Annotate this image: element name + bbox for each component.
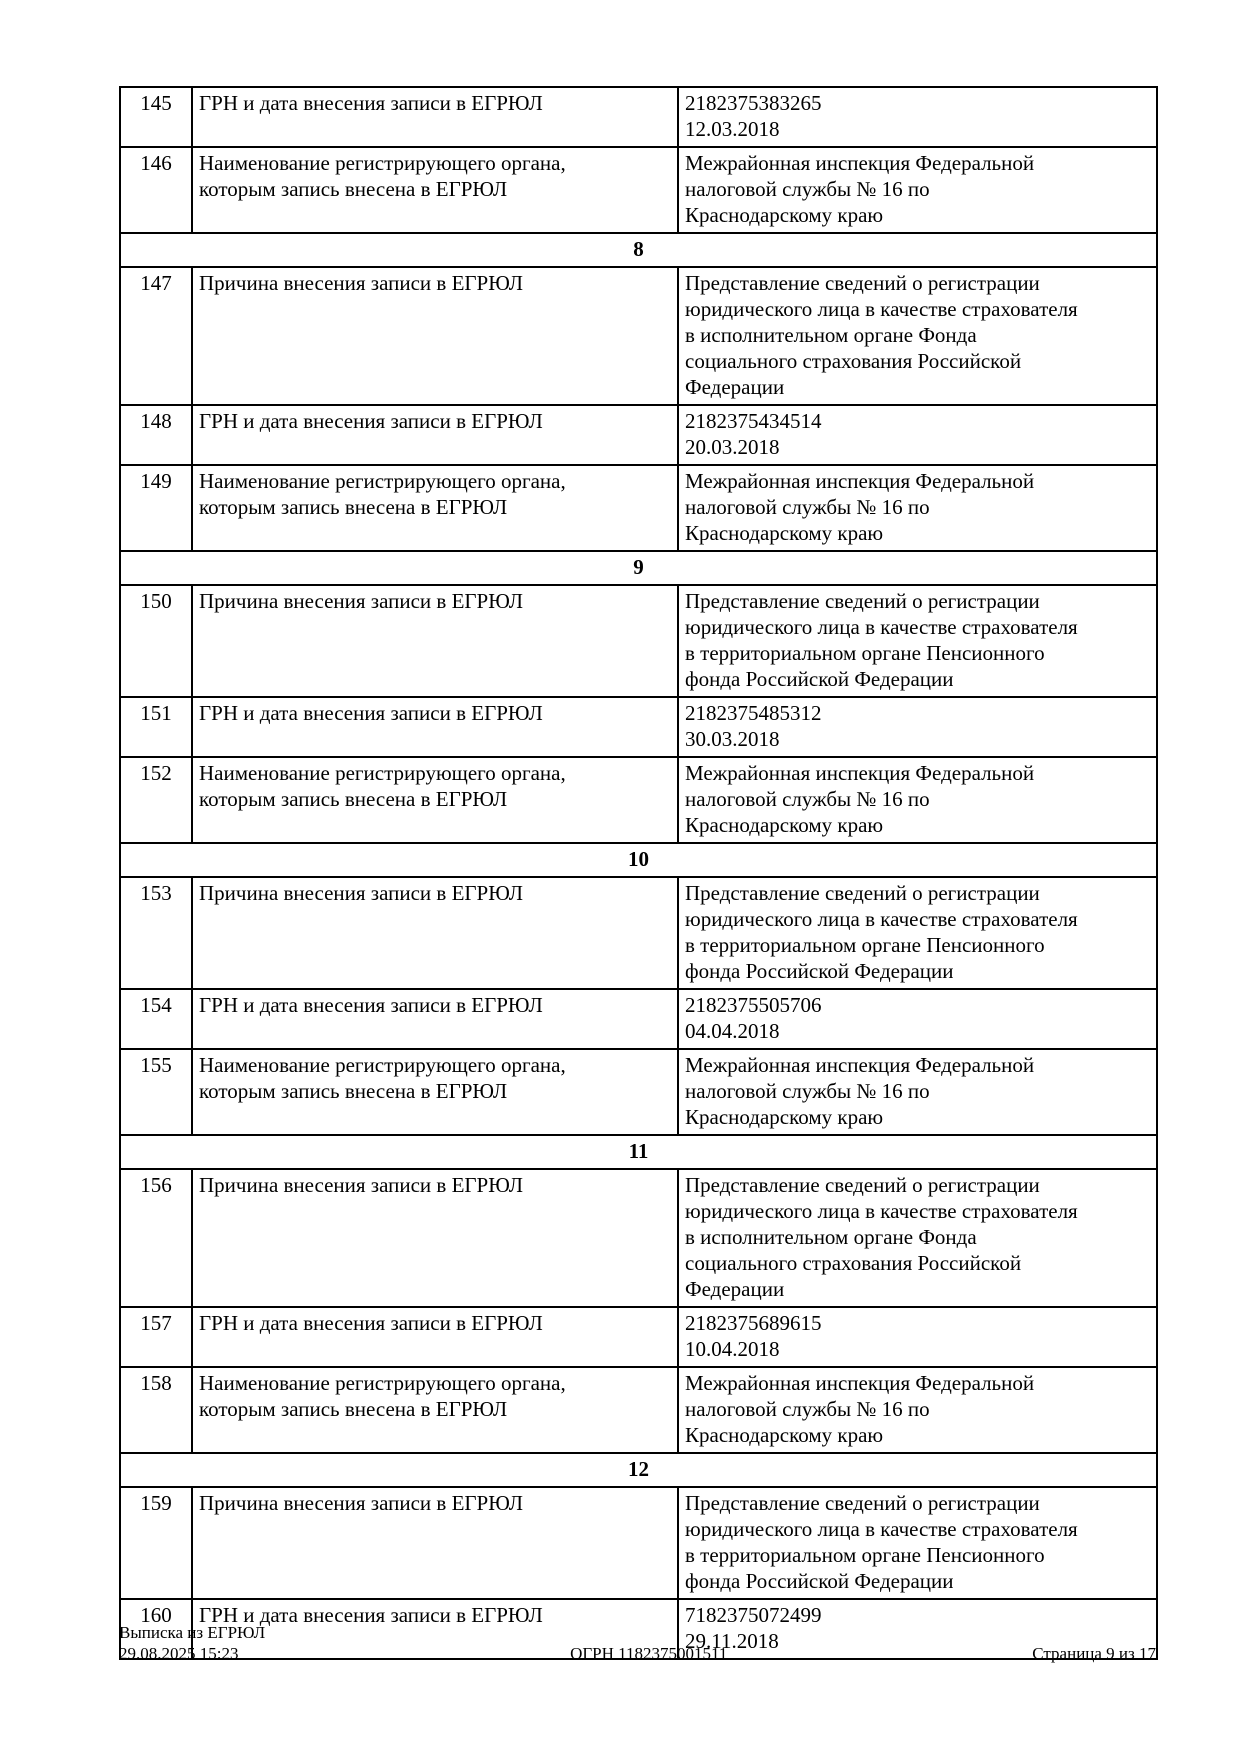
- row-value: 7182375072499 29.11.2018: [677, 1598, 1158, 1660]
- row-label: ГРН и дата внесения записи в ЕГРЮЛ: [191, 988, 679, 1050]
- table-row: 152 Наименование регистрирующего органа, …: [119, 756, 1158, 844]
- row-value: Межрайонная инспекция Федеральной налого…: [677, 1366, 1158, 1454]
- table-row: 148 ГРН и дата внесения записи в ЕГРЮЛ 218…: [119, 404, 1158, 466]
- row-label: Наименование регистрирующего органа, кот…: [191, 1366, 679, 1454]
- row-number: 146: [119, 146, 193, 234]
- page-footer: Выписка из ЕГРЮЛ 29.08.2025 15:23 ОГРН 1…: [119, 1622, 1156, 1664]
- row-number: 160: [119, 1598, 193, 1660]
- row-label: ГРН и дата внесения записи в ЕГРЮЛ: [191, 1598, 679, 1660]
- footer-page-number: Страница 9 из 17: [1032, 1644, 1156, 1663]
- egrul-records-table: 145 ГРН и дата внесения записи в ЕГРЮЛ 218…: [119, 86, 1158, 1660]
- table-row: 159 Причина внесения записи в ЕГРЮЛ Предст…: [119, 1486, 1158, 1600]
- row-number: 154: [119, 988, 193, 1050]
- section-row: 10: [119, 842, 1158, 878]
- row-label: Наименование регистрирующего органа, кот…: [191, 146, 679, 234]
- section-row: 12: [119, 1452, 1158, 1488]
- table-row: 158 Наименование регистрирующего органа, …: [119, 1366, 1158, 1454]
- row-number: 152: [119, 756, 193, 844]
- row-label: ГРН и дата внесения записи в ЕГРЮЛ: [191, 86, 679, 148]
- row-value: Межрайонная инспекция Федеральной налого…: [677, 1048, 1158, 1136]
- row-label: Наименование регистрирующего органа, кот…: [191, 756, 679, 844]
- row-label: Причина внесения записи в ЕГРЮЛ: [191, 1168, 679, 1308]
- row-value: Представление сведений о регистрации юри…: [677, 1486, 1158, 1600]
- table-row: 145 ГРН и дата внесения записи в ЕГРЮЛ 218…: [119, 86, 1158, 148]
- row-value: Межрайонная инспекция Федеральной налого…: [677, 756, 1158, 844]
- section-number: 11: [119, 1134, 1158, 1170]
- row-label: Наименование регистрирующего органа, кот…: [191, 464, 679, 552]
- footer-doc-type: Выписка из ЕГРЮЛ: [119, 1623, 266, 1642]
- row-number: 156: [119, 1168, 193, 1308]
- row-number: 155: [119, 1048, 193, 1136]
- table-row: 160 ГРН и дата внесения записи в ЕГРЮЛ 718…: [119, 1598, 1158, 1660]
- section-row: 11: [119, 1134, 1158, 1170]
- table-row: 151 ГРН и дата внесения записи в ЕГРЮЛ 218…: [119, 696, 1158, 758]
- row-value: Представление сведений о регистрации юри…: [677, 584, 1158, 698]
- row-label: Причина внесения записи в ЕГРЮЛ: [191, 1486, 679, 1600]
- row-value: 2182375383265 12.03.2018: [677, 86, 1158, 148]
- row-number: 150: [119, 584, 193, 698]
- table-row: 150 Причина внесения записи в ЕГРЮЛ Предст…: [119, 584, 1158, 698]
- section-row: 9: [119, 550, 1158, 586]
- section-number: 10: [119, 842, 1158, 878]
- section-row: 8: [119, 232, 1158, 268]
- row-value: Представление сведений о регистрации юри…: [677, 1168, 1158, 1308]
- section-number: 9: [119, 550, 1158, 586]
- row-label: Наименование регистрирующего органа, кот…: [191, 1048, 679, 1136]
- table-row: 157 ГРН и дата внесения записи в ЕГРЮЛ 218…: [119, 1306, 1158, 1368]
- row-value: 2182375689615 10.04.2018: [677, 1306, 1158, 1368]
- row-label: Причина внесения записи в ЕГРЮЛ: [191, 584, 679, 698]
- table-row: 153 Причина внесения записи в ЕГРЮЛ Предст…: [119, 876, 1158, 990]
- row-label: ГРН и дата внесения записи в ЕГРЮЛ: [191, 404, 679, 466]
- footer-ogrn: ОГРН 1182375001511: [570, 1644, 728, 1663]
- footer-doc-info: Выписка из ЕГРЮЛ 29.08.2025 15:23: [119, 1622, 265, 1664]
- section-number: 12: [119, 1452, 1158, 1488]
- row-label: ГРН и дата внесения записи в ЕГРЮЛ: [191, 1306, 679, 1368]
- row-value: Представление сведений о регистрации юри…: [677, 876, 1158, 990]
- table-row: 149 Наименование регистрирующего органа, …: [119, 464, 1158, 552]
- row-number: 159: [119, 1486, 193, 1600]
- table-row: 156 Причина внесения записи в ЕГРЮЛ Предст…: [119, 1168, 1158, 1308]
- row-number: 145: [119, 86, 193, 148]
- row-value: 2182375434514 20.03.2018: [677, 404, 1158, 466]
- row-number: 147: [119, 266, 193, 406]
- row-number: 149: [119, 464, 193, 552]
- section-number: 8: [119, 232, 1158, 268]
- row-label: ГРН и дата внесения записи в ЕГРЮЛ: [191, 696, 679, 758]
- row-number: 157: [119, 1306, 193, 1368]
- row-value: 2182375485312 30.03.2018: [677, 696, 1158, 758]
- row-value: Межрайонная инспекция Федеральной налого…: [677, 464, 1158, 552]
- row-number: 148: [119, 404, 193, 466]
- row-value: Представление сведений о регистрации юри…: [677, 266, 1158, 406]
- footer-timestamp: 29.08.2025 15:23: [119, 1644, 239, 1663]
- row-number: 158: [119, 1366, 193, 1454]
- row-label: Причина внесения записи в ЕГРЮЛ: [191, 876, 679, 990]
- table-row: 146 Наименование регистрирующего органа, …: [119, 146, 1158, 234]
- row-number: 151: [119, 696, 193, 758]
- row-value: Межрайонная инспекция Федеральной налого…: [677, 146, 1158, 234]
- table-row: 155 Наименование регистрирующего органа, …: [119, 1048, 1158, 1136]
- table-row: 154 ГРН и дата внесения записи в ЕГРЮЛ 218…: [119, 988, 1158, 1050]
- row-number: 153: [119, 876, 193, 990]
- egrul-table-body: 145 ГРН и дата внесения записи в ЕГРЮЛ 218…: [119, 86, 1158, 1660]
- row-value: 2182375505706 04.04.2018: [677, 988, 1158, 1050]
- table-row: 147 Причина внесения записи в ЕГРЮЛ Предст…: [119, 266, 1158, 406]
- row-label: Причина внесения записи в ЕГРЮЛ: [191, 266, 679, 406]
